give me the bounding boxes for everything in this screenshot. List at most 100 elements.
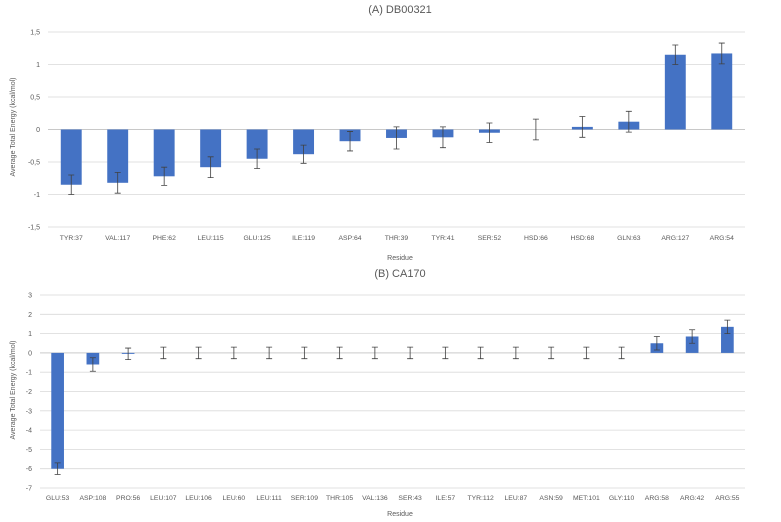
panel-b-y-tick-label: -3: [26, 408, 32, 415]
panel-b-error-bar: [583, 346, 590, 360]
panel-a-category-label: TYR:37: [60, 235, 83, 242]
panel-a-error-bar: [718, 42, 725, 65]
panel-b-category-label: LEU:107: [150, 495, 177, 502]
panel-b-category-label: SER:109: [291, 495, 318, 502]
panel-b-y-tick-label: -7: [26, 486, 32, 493]
panel-b-bar: [685, 336, 699, 353]
panel-a-title: (A) DB00321: [368, 4, 432, 16]
panel-b-category-label: GLY:110: [609, 495, 635, 502]
panel-b-y-tick-label: 2: [28, 312, 32, 319]
panel-a-category-label: PHE:62: [152, 235, 176, 242]
panel-b-category-label: ASP:108: [79, 495, 106, 502]
panel-a-error-bar: [486, 122, 493, 143]
panel-a-category-label: THR:39: [385, 235, 409, 242]
panel-b-category-label: VAL:136: [362, 495, 388, 502]
panel-b-category-label: THR:105: [326, 495, 353, 502]
panel-b-error-bar: [125, 347, 132, 361]
panel-a-category-label: ARG:127: [661, 235, 689, 242]
panel-b-error-bar: [653, 336, 660, 351]
panel-a-bar: [107, 129, 129, 183]
panel-b-error-bar: [618, 346, 625, 360]
panel-a-bar: [60, 129, 82, 185]
panel-b-error-bar: [724, 319, 731, 334]
panel-a-bar: [293, 129, 315, 155]
panel-b-error-bar: [266, 346, 273, 360]
panel-b-error-bar: [89, 357, 96, 372]
panel-b-x-axis-label: Residue: [387, 511, 413, 518]
panel-a-category-label: ILE:119: [292, 235, 315, 242]
panel-a-chart: (A) DB00321 Average Total Energy (kcal/m…: [10, 4, 745, 262]
panel-a-error-bar: [439, 126, 446, 149]
panel-a-y-tick-label: -1,5: [28, 225, 40, 232]
panel-a-category-label: LEU:115: [198, 235, 224, 242]
panel-b-y-tick-label: 3: [28, 293, 32, 300]
panel-a-error-bar: [579, 116, 586, 138]
panel-b-category-label: LEU:87: [505, 495, 528, 502]
panel-b-y-tick-label: 1: [28, 331, 32, 338]
panel-b-y-axis-label: Average Total Energy (kcal/mol): [10, 341, 17, 440]
panel-b-error-bar: [442, 346, 449, 360]
panel-b-y-tick-label: -5: [26, 447, 32, 454]
panel-a-y-tick-label: -1: [34, 192, 40, 199]
panel-a-category-label: ASP:64: [339, 235, 362, 242]
panel-a-error-bar: [254, 148, 261, 169]
panel-a-error-bar: [347, 131, 354, 152]
panel-a-error-bar: [300, 144, 307, 164]
panel-b-category-label: ILE:57: [436, 495, 456, 502]
panel-a-error-bar: [393, 126, 400, 150]
panel-a-y-tick-label: 1,5: [30, 30, 40, 37]
panel-b-category-label: PRO:56: [116, 495, 140, 502]
panel-a-y-tick-label: 0: [36, 127, 40, 134]
panel-b-error-bar: [407, 346, 414, 360]
panel-a-y-tick-label: 0,5: [30, 95, 40, 102]
panel-a-category-label: TYR:41: [431, 235, 454, 242]
panel-b-category-label: ARG:55: [715, 495, 739, 502]
panel-a-error-bar: [207, 156, 214, 178]
panel-b-error-bar: [512, 346, 519, 360]
panel-b-y-tick-label: 0: [28, 350, 32, 357]
panel-a-x-axis-label: Residue: [387, 255, 413, 262]
panel-b-category-label: LEU:106: [185, 495, 212, 502]
panel-b-error-bar: [689, 329, 696, 344]
panel-a-y-axis-label: Average Total Energy (kcal/mol): [10, 78, 17, 177]
panel-a-error-bar: [161, 166, 168, 186]
panel-b-error-bar: [160, 346, 167, 360]
panel-b-bar: [721, 326, 734, 353]
panel-b-y-tick-label: -1: [26, 370, 32, 377]
panel-b-title: (B) CA170: [374, 268, 425, 280]
panel-b-y-tick-label: -4: [26, 428, 32, 435]
panel-b-error-bar: [336, 346, 343, 360]
panel-a-error-bar: [625, 110, 632, 133]
panel-b-error-bar: [477, 346, 484, 360]
panel-a-bar: [153, 129, 175, 177]
panel-a-bar: [200, 129, 222, 168]
panel-a-category-label: GLN:63: [617, 235, 641, 242]
panel-b-error-bar: [371, 346, 378, 360]
panel-b-error-bar: [301, 346, 308, 360]
panel-a-bar: [246, 129, 268, 159]
panel-a-category-label: HSD:68: [570, 235, 594, 242]
panel-b-chart: (B) CA170 Average Total Energy (kcal/mol…: [10, 268, 745, 518]
panel-b-category-label: SER:43: [398, 495, 422, 502]
panel-a-error-bar: [672, 44, 679, 65]
panel-a-error-bar: [532, 118, 539, 141]
panel-b-bar: [51, 352, 64, 469]
panel-b-error-bar: [54, 462, 61, 475]
panel-a-error-bar: [114, 172, 121, 194]
panel-a-category-label: SER:52: [478, 235, 502, 242]
panel-b-category-label: MET:101: [573, 495, 600, 502]
panel-a-category-label: ARG:54: [710, 235, 734, 242]
panel-b-category-label: ARG:58: [645, 495, 669, 502]
panel-b-category-label: ASN:59: [539, 495, 563, 502]
panel-a-y-tick-label: -0,5: [28, 160, 40, 167]
panel-b-category-label: LEU:60: [223, 495, 246, 502]
panel-b-error-bar: [548, 346, 555, 360]
panel-a-bar: [711, 53, 733, 130]
panel-b-category-label: LEU:111: [256, 495, 282, 502]
panel-b-category-label: TYR:112: [467, 495, 494, 502]
panel-a-category-label: GLU:125: [243, 235, 270, 242]
panel-b-error-bar: [195, 346, 202, 360]
panel-b-category-label: ARG:42: [680, 495, 704, 502]
panel-a-error-bar: [68, 174, 75, 195]
